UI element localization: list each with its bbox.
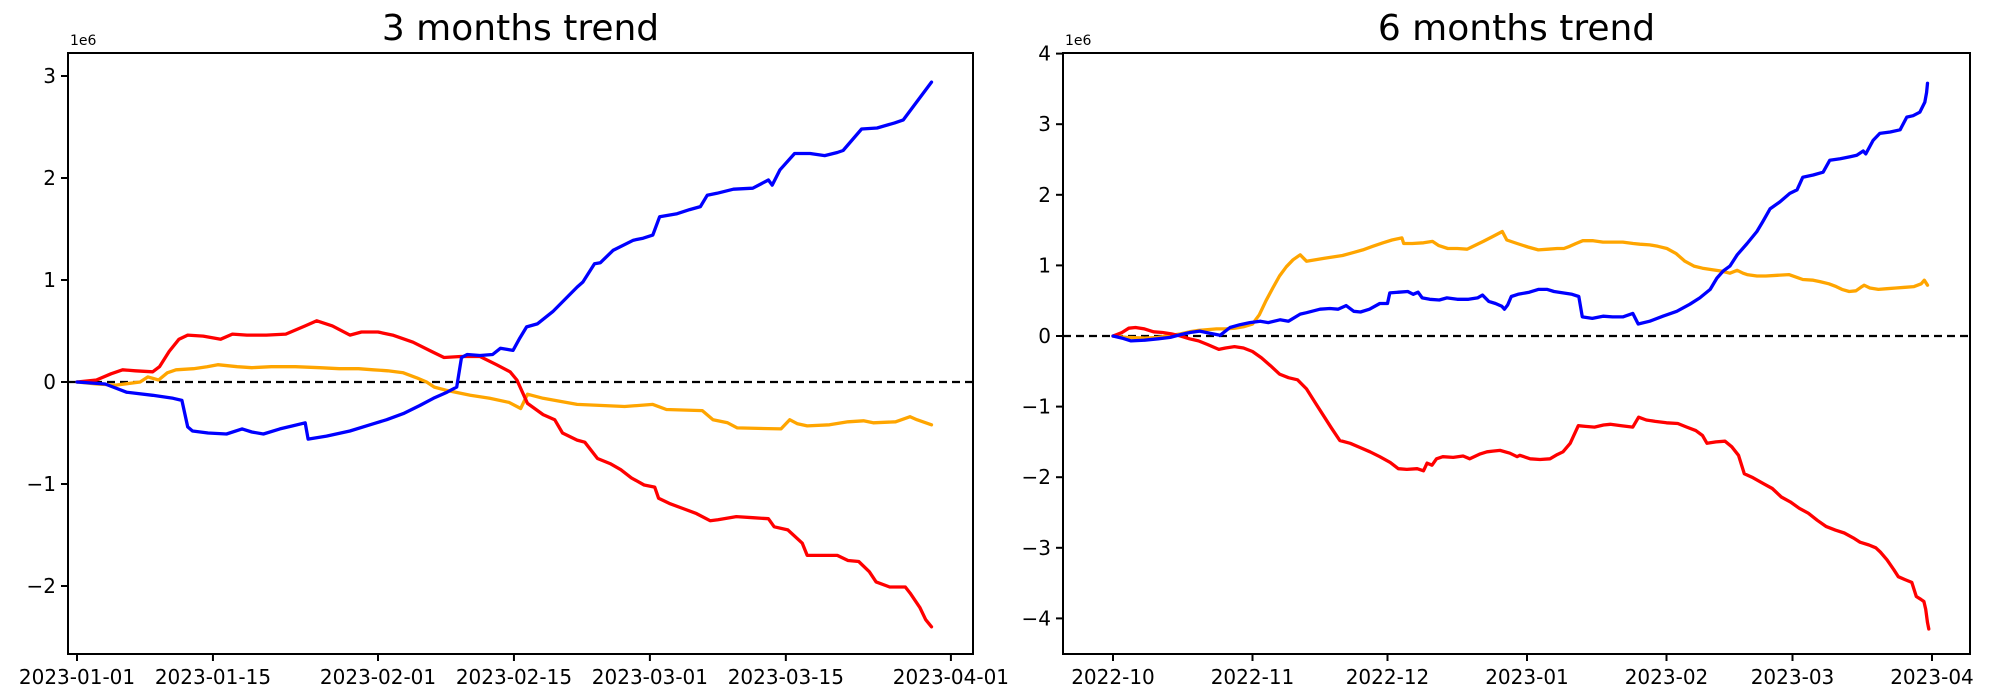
series-line-blue [75,80,934,441]
series-line-orange [75,363,934,431]
y-tick-label: 1 [1038,253,1051,277]
x-tick-label: 2023-03 [1751,665,1835,689]
x-tick-label: 2023-03-01 [592,665,708,689]
chart-title-6-months: 6 months trend [1377,8,1656,49]
x-tick-label: 2022-11 [1211,665,1295,689]
y-axis-offset-label-right: 1e6 [1065,33,1092,49]
y-tick-label: 0 [1038,324,1051,348]
y-tick-label: −1 [27,472,56,496]
y-tick-label: −2 [27,574,56,598]
y-tick-label: 3 [1038,112,1051,136]
series-line-blue [1111,81,1930,343]
y-tick-label: 2 [43,166,56,190]
chart-0: 3 2 1 0 −1 −2 2023-01-01 2023-01-15 2023-02-01 20… [19,52,1009,689]
x-tick-label: 2023-01-01 [19,665,135,689]
y-tick-label: 0 [43,370,56,394]
y-tick-label: −2 [1022,465,1051,489]
x-tick-label: 2023-03-15 [728,665,844,689]
x-tick-label: 2022-12 [1346,665,1430,689]
x-tick-label: 2023-02-01 [320,665,436,689]
series-line-red [75,319,934,629]
x-tick-label: 2023-02-15 [456,665,572,689]
y-tick-label: −3 [1022,536,1051,560]
series-line-orange [1111,229,1930,340]
y-tick-label: −4 [1022,606,1051,630]
x-tick-label: 2023-01 [1485,665,1569,689]
y-tick-label: 2 [1038,183,1051,207]
y-tick-label: −1 [1022,395,1051,419]
x-tick-label: 2023-04-01 [893,665,1009,689]
y-tick-label: 1 [43,268,56,292]
x-tick-label: 2023-04 [1890,665,1974,689]
chart-title-3-months: 3 months trend [381,8,660,49]
plot-frame [67,52,974,655]
series-line-red [1111,325,1931,631]
x-tick-label: 2023-01-15 [155,665,271,689]
x-tick-label: 2023-02 [1625,665,1709,689]
plot-frame [1062,52,1971,655]
x-tick-label: 2022-10 [1071,665,1155,689]
y-axis-offset-label-left: 1e6 [70,33,97,49]
y-tick-label: 4 [1038,42,1051,66]
chart-1: 4 3 2 1 0 −1 −2 −3 −4 2022-10 2022-11 2022-12 2023-0… [1022,42,1974,689]
y-tick-label: 3 [43,64,56,88]
